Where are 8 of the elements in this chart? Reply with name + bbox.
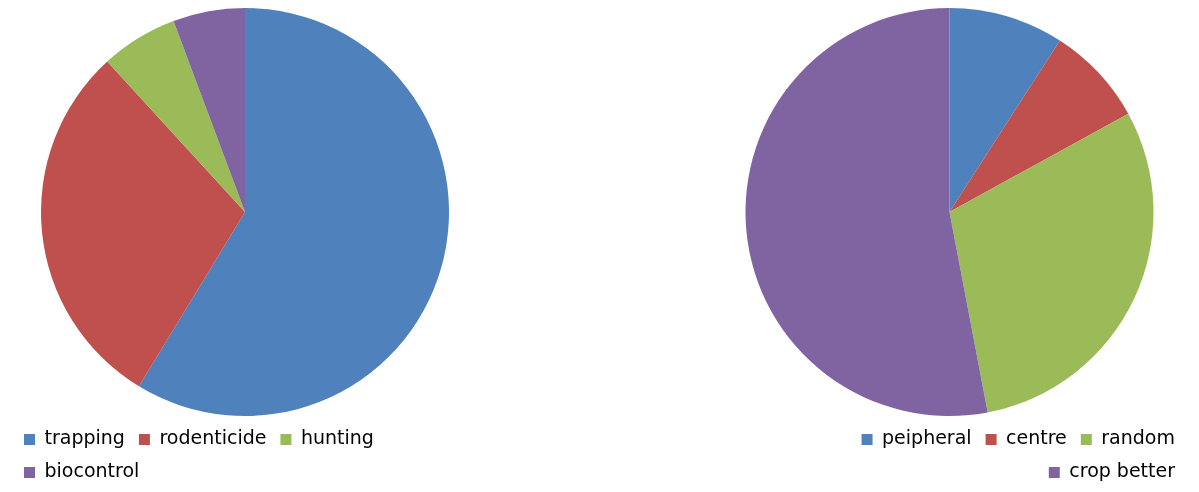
legend-label: rodenticide: [159, 426, 267, 449]
legend-label: peipheral: [882, 426, 972, 449]
legend-label: biocontrol: [44, 459, 140, 482]
legend-label: random: [1101, 426, 1176, 449]
legend-label: trapping: [44, 426, 125, 449]
legend-label: hunting: [300, 426, 374, 449]
legend-label: crop better: [1069, 459, 1176, 482]
legend-label: centre: [1006, 426, 1067, 449]
